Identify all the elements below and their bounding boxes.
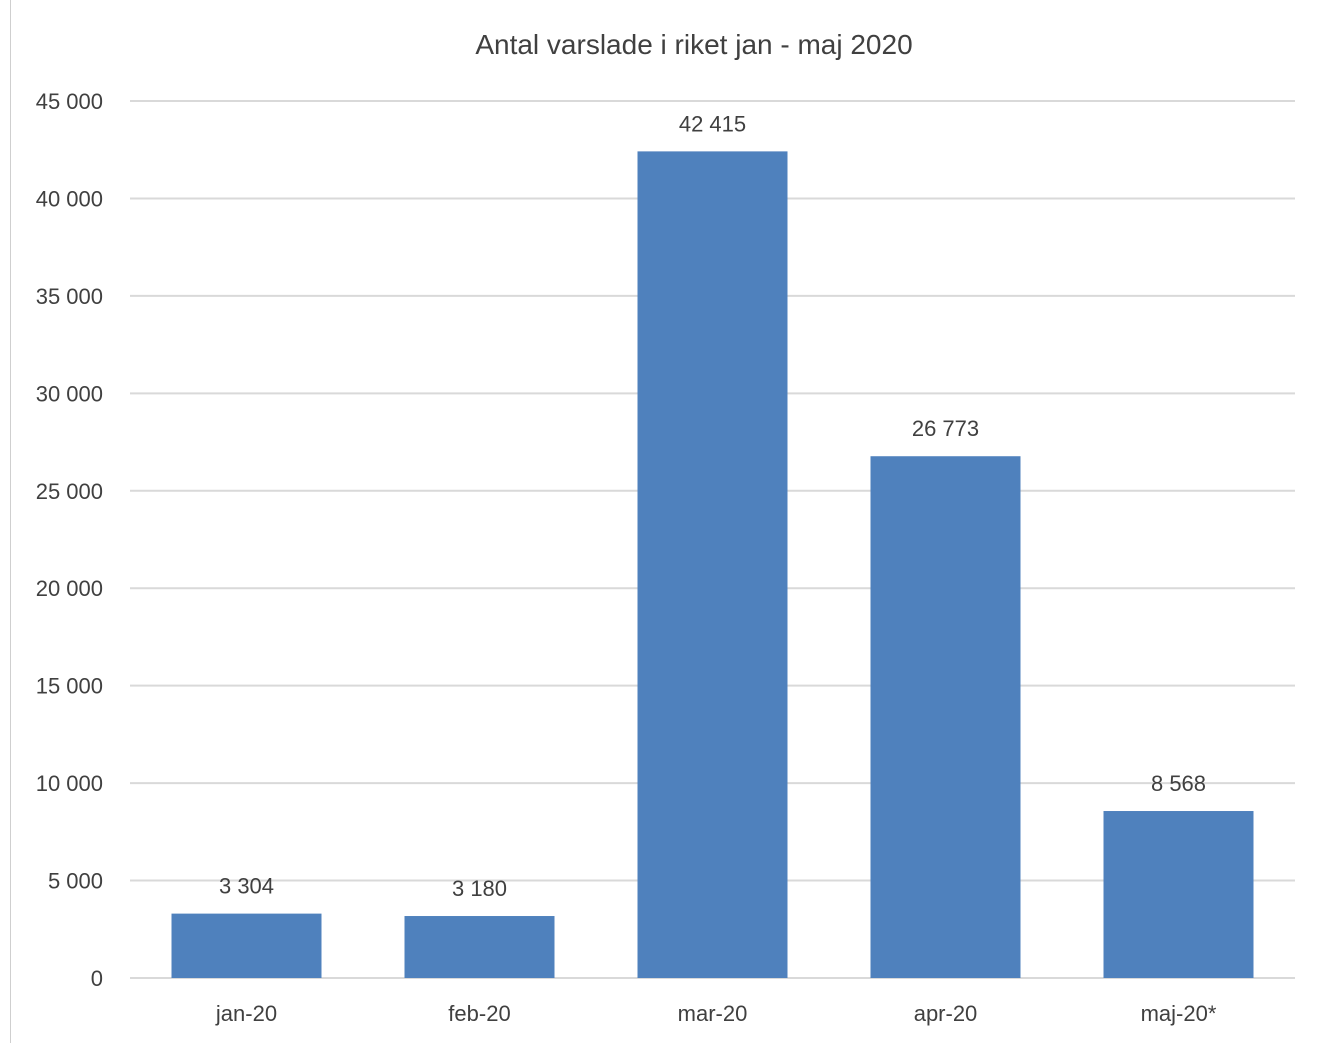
x-category-label: jan-20 <box>215 1001 277 1026</box>
chart-frame-left-border <box>10 0 11 1043</box>
y-tick-label: 5 000 <box>48 869 103 894</box>
data-label: 26 773 <box>912 416 979 441</box>
data-label: 3 180 <box>452 876 507 901</box>
x-category-label: feb-20 <box>448 1001 510 1026</box>
x-category-label: apr-20 <box>914 1001 978 1026</box>
y-tick-label: 20 000 <box>36 576 103 601</box>
bars <box>171 151 1254 978</box>
data-labels: 3 304 3 180 42 415 26 773 8 568 <box>219 111 1206 901</box>
y-tick-label: 0 <box>91 966 103 991</box>
y-tick-label: 15 000 <box>36 674 103 699</box>
x-category-label: mar-20 <box>678 1001 748 1026</box>
y-tick-label: 25 000 <box>36 479 103 504</box>
y-tick-label: 35 000 <box>36 284 103 309</box>
bar-jan-20 <box>171 913 322 978</box>
y-tick-label: 10 000 <box>36 771 103 796</box>
data-label: 8 568 <box>1151 771 1206 796</box>
y-tick-label: 40 000 <box>36 186 103 211</box>
x-axis-category-labels: jan-20 feb-20 mar-20 apr-20 maj-20* <box>215 1001 1217 1026</box>
data-label: 3 304 <box>219 874 274 899</box>
bar-feb-20 <box>404 916 555 978</box>
bar-apr-20 <box>870 456 1021 978</box>
x-category-label: maj-20* <box>1141 1001 1217 1026</box>
y-axis-tick-labels: 0 5 000 10 000 15 000 20 000 25 000 30 000 35 0… <box>36 89 103 991</box>
data-label: 42 415 <box>679 111 746 136</box>
chart-title: Antal varslade i riket jan - maj 2020 <box>475 29 912 60</box>
bar-mar-20 <box>637 151 788 978</box>
y-tick-label: 30 000 <box>36 381 103 406</box>
y-tick-label: 45 000 <box>36 89 103 114</box>
bar-maj-20* <box>1103 811 1254 978</box>
